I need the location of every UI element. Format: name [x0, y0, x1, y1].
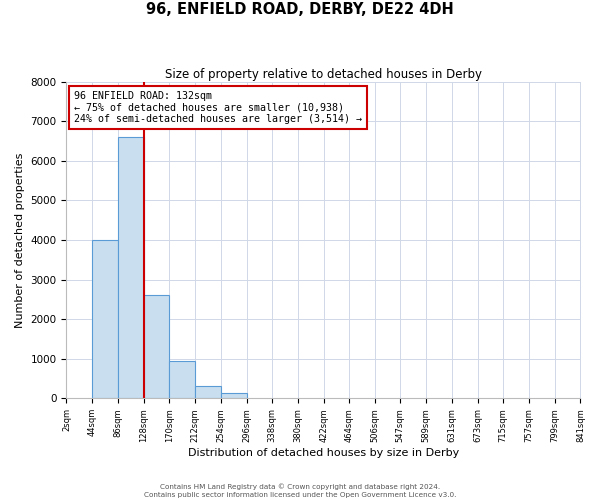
Bar	[92, 240, 118, 398]
Text: 96 ENFIELD ROAD: 132sqm
← 75% of detached houses are smaller (10,938)
24% of sem: 96 ENFIELD ROAD: 132sqm ← 75% of detache…	[74, 91, 362, 124]
Bar	[169, 360, 195, 398]
X-axis label: Distribution of detached houses by size in Derby: Distribution of detached houses by size …	[188, 448, 459, 458]
Title: Size of property relative to detached houses in Derby: Size of property relative to detached ho…	[165, 68, 482, 80]
Bar	[118, 137, 143, 398]
Y-axis label: Number of detached properties: Number of detached properties	[15, 152, 25, 328]
Text: 96, ENFIELD ROAD, DERBY, DE22 4DH: 96, ENFIELD ROAD, DERBY, DE22 4DH	[146, 2, 454, 18]
Bar	[221, 393, 247, 398]
Bar	[143, 296, 169, 398]
Text: Contains HM Land Registry data © Crown copyright and database right 2024.
Contai: Contains HM Land Registry data © Crown c…	[144, 484, 456, 498]
Bar	[195, 386, 221, 398]
